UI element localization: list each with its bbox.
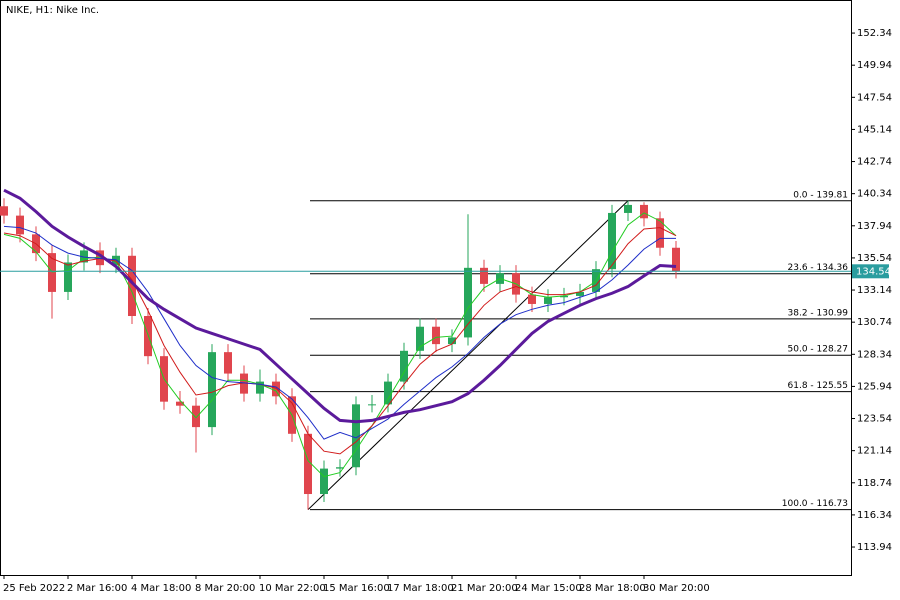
y-tick-label: 123.54 [857,414,892,425]
y-tick-label: 133.14 [857,285,892,296]
candle-body [128,255,136,317]
fib-label: 100.0 - 116.73 [782,499,848,509]
y-tick-label: 125.94 [857,381,892,392]
candle-body [432,326,440,345]
fib-trendline [307,200,629,511]
plot-frame [0,0,852,576]
candle-body [400,350,408,382]
candle-body [240,373,248,394]
x-tick-label: 8 Mar 20:00 [195,583,255,594]
candle-body [560,295,568,298]
candle-body [0,206,8,216]
candle-body [176,401,184,406]
x-tick-label: 25 Feb 2022 [3,583,65,594]
last-price-box [852,264,889,279]
candle-body [48,253,56,292]
chart-title: NIKE, H1: Nike Inc. [6,5,99,16]
y-tick-label: 140.34 [857,189,892,200]
y-tick-label: 135.54 [857,253,892,264]
candle-body [544,297,552,304]
fib-label: 61.8 - 125.55 [788,381,849,391]
x-tick-label: 2 Mar 16:00 [67,583,127,594]
fib-label: 50.0 - 128.27 [788,345,849,355]
candle-body [112,255,120,266]
candle-body [16,215,24,235]
y-tick-label: 145.14 [857,124,892,135]
y-tick-label: 116.34 [857,510,892,521]
fib-label: 0.0 - 139.81 [793,190,848,200]
candle-body [464,267,472,338]
moving-average [3,225,676,440]
candle-body [528,294,536,304]
moving-average [3,188,677,424]
candle-body [320,468,328,495]
x-tick-label: 28 Mar 18:00 [579,583,646,594]
y-tick-label: 113.94 [857,542,892,553]
candle-body [368,404,376,406]
moving-average [3,227,677,455]
candle-body [304,433,312,495]
candle-body [624,204,632,213]
candle-body [384,381,392,405]
y-tick-label: 118.74 [857,478,892,489]
y-tick-label: 128.34 [857,349,892,360]
x-tick-label: 17 Mar 18:00 [387,583,454,594]
candle-body [416,326,424,351]
candle-body [336,467,344,469]
x-tick-label: 4 Mar 18:00 [131,583,191,594]
x-tick-label: 10 Mar 22:00 [259,583,326,594]
candle-body [448,337,456,345]
candle-body [640,204,648,219]
x-tick-label: 21 Mar 20:00 [451,583,518,594]
candle-body [576,291,584,296]
x-tick-label: 15 Mar 16:00 [323,583,390,594]
candle-body [256,381,264,394]
candle-body [352,404,360,468]
y-tick-label: 137.94 [857,221,892,232]
last-price-label: 134.54 [856,266,891,277]
fib-label: 23.6 - 134.36 [788,263,849,273]
x-tick-label: 30 Mar 20:00 [643,583,710,594]
candle-body [608,212,616,270]
y-tick-label: 152.34 [857,28,892,39]
y-tick-label: 130.74 [857,317,892,328]
candle-body [672,247,680,272]
y-tick-label: 142.74 [857,157,892,168]
candle-body [64,262,72,292]
fib-label: 38.2 - 130.99 [788,308,849,318]
candle-body [80,250,88,263]
y-tick-label: 147.54 [857,92,892,103]
y-tick-label: 149.94 [857,60,892,71]
y-tick-label: 121.14 [857,446,892,457]
x-tick-label: 24 Mar 15:00 [515,583,582,594]
candle-body [208,352,216,428]
candle-body [96,250,104,266]
candle-body [192,405,200,428]
candle-body [224,352,232,374]
candle-body [480,267,488,284]
candle-body [656,218,664,248]
